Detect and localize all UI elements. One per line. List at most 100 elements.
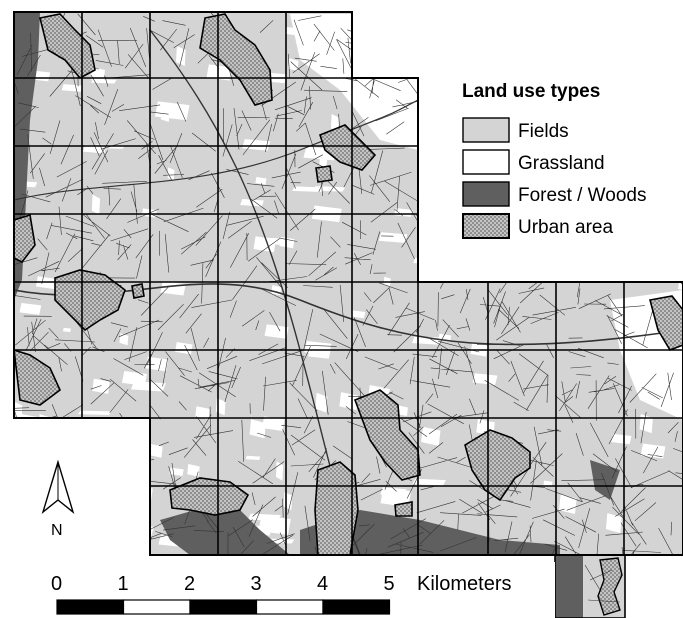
grassland-patch [255, 177, 267, 185]
scale-tick-label: 0 [51, 573, 62, 595]
grassland-patch [487, 19, 510, 25]
grassland-patch [145, 356, 169, 372]
grassland-patch [420, 145, 436, 154]
urban-swatch [462, 213, 510, 239]
urban-area [353, 389, 421, 481]
scale-segments [56, 599, 391, 615]
north-label: N [51, 522, 63, 539]
grassland-patch [130, 381, 166, 392]
grassland-patch [664, 33, 683, 42]
legend-label-urban: Urban area [518, 217, 613, 238]
grassland-patch [61, 84, 83, 92]
scale-segment [322, 599, 391, 615]
bottom-tile [554, 554, 626, 618]
grassland-patch [421, 208, 429, 214]
legend-item-urban: Urban area [462, 213, 613, 239]
forest-swatch [462, 181, 510, 207]
grassland-patch [380, 487, 412, 508]
grassland-patch [195, 406, 210, 420]
grassland-patch [653, 26, 683, 42]
fields-background [14, 12, 683, 555]
grassland-patch [160, 281, 186, 296]
urban-area [464, 429, 531, 502]
legend-label-fields: Fields [518, 121, 569, 142]
legend-title: Land use types [462, 81, 600, 102]
grassland-patch [14, 434, 48, 446]
scale-segment [189, 599, 258, 615]
scale-tick-label: 2 [184, 573, 195, 595]
grassland-patch [534, 264, 560, 277]
grassland-patch [288, 58, 299, 72]
grassland-patch [611, 433, 632, 445]
urban-area [14, 348, 61, 406]
legend-item-forest: Forest / Woods [462, 181, 646, 207]
grassland-patch [84, 445, 97, 454]
urban-area [169, 477, 250, 516]
grassland-patch [279, 236, 295, 249]
map-area [14, 12, 683, 555]
grassland-patch [430, 18, 461, 25]
grassland-patch [350, 310, 366, 319]
grassland-patch [77, 410, 112, 416]
grassland-patch [404, 54, 433, 59]
grassland-patch [605, 513, 622, 534]
grassland-patch [91, 194, 101, 215]
grassland-patch [62, 327, 71, 333]
grassland-patch [149, 443, 163, 458]
scale-bar: 0 1 2 3 4 5 Kilometers [20, 562, 555, 618]
grassland-patch [119, 333, 129, 346]
grassland-patch [640, 443, 666, 459]
scale-segment [255, 599, 324, 615]
grassland-patch [264, 324, 289, 339]
grassland-patch [262, 416, 285, 431]
scale-unit-label: Kilometers [417, 573, 511, 595]
grassland-patch [378, 232, 408, 243]
grassland-patch [543, 480, 553, 487]
forest-area [160, 500, 290, 555]
urban-area [131, 283, 145, 299]
map-outline [13, 11, 683, 556]
grassland-patch [175, 342, 193, 355]
scale-tick-label: 1 [118, 573, 129, 595]
forest-area [300, 510, 560, 555]
grassland-patch [92, 378, 110, 394]
grassland-patch [167, 167, 175, 181]
urban-area [315, 165, 333, 183]
urban-area [649, 295, 683, 351]
legend-label-grassland: Grassland [518, 153, 605, 174]
grassland-patch [636, 13, 668, 28]
grassland-patch [154, 101, 190, 121]
urban-area [14, 213, 36, 264]
grassland-swatch [462, 149, 510, 175]
grassland-patch [187, 463, 200, 477]
grassland-patch [242, 139, 271, 151]
grassland-patch [245, 455, 261, 461]
grassland-patch [639, 414, 653, 434]
grassland-patch [387, 39, 397, 48]
tile-grid [14, 12, 683, 555]
urban-area [394, 501, 413, 517]
legend: Land use types Fields Grassland Forest /… [436, 60, 683, 250]
grassland-patch [502, 39, 536, 53]
grassland-patch [19, 302, 42, 315]
forest-area [590, 460, 620, 500]
grassland-patch [315, 392, 328, 413]
scale-tick-label: 5 [384, 573, 395, 595]
legend-item-grassland: Grassland [462, 149, 605, 175]
grassland-patch [412, 478, 447, 486]
scale-segment [122, 599, 191, 615]
fields-swatch [462, 117, 510, 143]
urban-area [319, 124, 377, 171]
scale-segment [56, 599, 125, 615]
grassland-patch [421, 426, 441, 446]
legend-item-fields: Fields [462, 117, 569, 143]
scale-tick-labels: 0 1 2 3 4 5 [51, 573, 395, 595]
grassland-patch [472, 373, 498, 385]
scale-tick-label: 4 [317, 573, 328, 595]
road [14, 99, 419, 201]
north-arrow: N [30, 450, 80, 550]
scale-tick-label: 3 [251, 573, 262, 595]
grassland-patch [292, 186, 325, 193]
grassland-patch [247, 513, 281, 522]
